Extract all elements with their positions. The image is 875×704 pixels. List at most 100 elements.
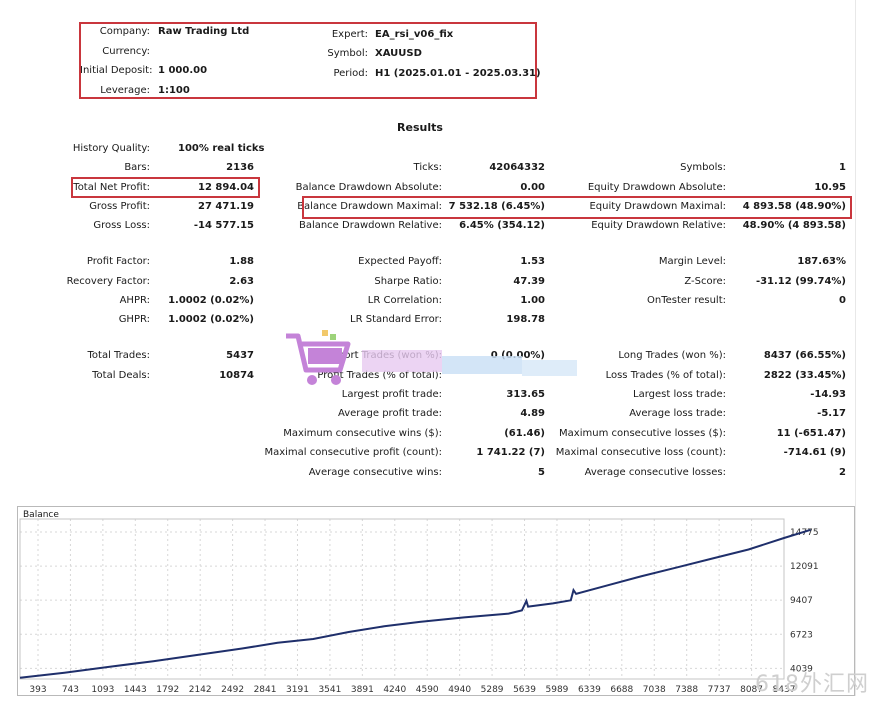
header-label: Company: <box>99 26 150 37</box>
metric-value: 2.63 <box>229 276 254 287</box>
header-value: 1 000.00 <box>158 65 208 76</box>
metric-label: Maximum consecutive wins ($): <box>283 428 442 439</box>
metric-value: 48.90% (4 893.58) <box>742 220 846 231</box>
metric-label: Profit Trades (% of total): <box>317 370 442 381</box>
x-tick-label: 3891 <box>351 685 374 695</box>
metric-value: 313.65 <box>506 389 545 400</box>
metric-value: 0.00 <box>520 182 545 193</box>
metric-value: 4.89 <box>520 408 545 419</box>
metric-value: 27 471.19 <box>198 201 254 212</box>
header-label: Expert: <box>331 29 368 40</box>
metric-label: Ticks: <box>413 162 442 173</box>
metric-value: 0 (0.00%) <box>490 350 545 361</box>
header-value: 1:100 <box>158 85 190 96</box>
metric-label: Average consecutive wins: <box>308 467 442 478</box>
header-label: Initial Deposit: <box>80 65 153 76</box>
x-tick-label: 4940 <box>448 685 471 695</box>
header-label: Period: <box>333 68 368 79</box>
metric-label: Balance Drawdown Absolute: <box>295 182 442 193</box>
metric-value: 2136 <box>226 162 254 173</box>
metric-value: -31.12 (99.74%) <box>755 276 846 287</box>
x-tick-label: 2841 <box>254 685 277 695</box>
header-label: Currency: <box>102 46 150 57</box>
metric-value: 1.0002 (0.02%) <box>168 314 254 325</box>
metric-label: Average profit trade: <box>337 408 442 419</box>
metric-value: 1.88 <box>229 256 254 267</box>
metric-label: Margin Level: <box>658 256 726 267</box>
metric-label: LR Correlation: <box>367 295 442 306</box>
x-tick-label: 8437 <box>773 685 796 695</box>
balance-chart-svg: 393 743 1093 1443 1792 2142 2492 2841 3191 3541 38… <box>19 518 819 695</box>
metric-value: 11 (-651.47) <box>776 428 846 439</box>
x-tick-label: 5289 <box>481 685 504 695</box>
x-tick-label: 7737 <box>708 685 731 695</box>
metric-label: Bars: <box>124 162 150 173</box>
metric-label: Z-Score: <box>684 276 726 287</box>
metric-value: 7 532.18 (6.45%) <box>448 201 545 212</box>
site-watermark: 618外汇网 <box>755 672 869 697</box>
x-tick-label: 2492 <box>221 685 244 695</box>
metric-value: 12 894.04 <box>198 182 254 193</box>
metric-label: Gross Loss: <box>93 220 150 231</box>
x-tick-label: 1792 <box>156 685 179 695</box>
metric-value: 1 741.22 (7) <box>476 447 545 458</box>
header-label: Symbol: <box>327 48 368 59</box>
metric-label: Maximal consecutive loss (count): <box>555 447 726 458</box>
metric-label: Equity Drawdown Absolute: <box>587 182 726 193</box>
x-tick-label: 743 <box>62 685 79 695</box>
metric-label: Balance Drawdown Relative: <box>298 220 442 231</box>
metric-value: 1.00 <box>520 295 545 306</box>
metric-value: 5437 <box>226 350 254 361</box>
metric-label: Balance Drawdown Maximal: <box>297 201 442 212</box>
metric-value: 5 <box>538 467 545 478</box>
x-tick-label: 3191 <box>286 685 309 695</box>
header-value: H1 (2025.01.01 - 2025.03.31) <box>375 68 541 79</box>
y-tick-label: 6723 <box>790 630 813 640</box>
metric-value: 0 <box>839 295 846 306</box>
metric-label: Total Trades: <box>87 350 151 361</box>
x-tick-label: 7038 <box>643 685 666 695</box>
metric-value: 10874 <box>219 370 254 381</box>
metric-label: Maximal consecutive profit (count): <box>264 447 442 458</box>
header-value: Raw Trading Ltd <box>158 26 250 37</box>
x-tick-label: 393 <box>29 685 46 695</box>
metric-label: Total Net Profit: <box>73 182 150 193</box>
x-tick-label: 5639 <box>513 685 536 695</box>
metric-label: OnTester result: <box>646 295 726 306</box>
metric-value: 1.53 <box>520 256 545 267</box>
metric-value: -14.93 <box>810 389 846 400</box>
metric-value: 47.39 <box>513 276 545 287</box>
plot-frame <box>19 518 785 680</box>
x-tick-label: 4590 <box>416 685 439 695</box>
x-tick-label: 1443 <box>124 685 147 695</box>
metric-value: 6.45% (354.12) <box>459 220 545 231</box>
metric-value: 8437 (66.55%) <box>763 350 846 361</box>
metric-value: 198.78 <box>506 314 545 325</box>
metric-label: Symbols: <box>680 162 726 173</box>
metric-label: Average loss trade: <box>629 408 726 419</box>
metric-label: Gross Profit: <box>89 201 150 212</box>
x-tick-label: 4240 <box>383 685 406 695</box>
metric-label: Sharpe Ratio: <box>374 276 442 287</box>
metric-value: (61.46) <box>504 428 545 439</box>
x-tick-label: 1093 <box>91 685 114 695</box>
x-tick-label: 6339 <box>578 685 601 695</box>
header-value: EA_rsi_v06_fix <box>375 29 454 40</box>
metric-label: Total Deals: <box>92 370 150 381</box>
header-value: XAUUSD <box>375 48 422 59</box>
x-tick-label: 8087 <box>740 685 763 695</box>
x-tick-label: 2142 <box>189 685 212 695</box>
cart-icon <box>286 330 351 385</box>
metric-label: Maximum consecutive losses ($): <box>559 428 726 439</box>
metric-value: 1.0002 (0.02%) <box>168 295 254 306</box>
y-tick-label: 12091 <box>790 562 819 572</box>
metric-value: 10.95 <box>814 182 846 193</box>
metric-value: -14 577.15 <box>193 220 254 231</box>
metric-label: Equity Drawdown Maximal: <box>589 201 726 212</box>
y-tick-label: 14775 <box>790 528 819 538</box>
metric-label: Largest loss trade: <box>633 389 726 400</box>
drawdown-maximal-highlight <box>302 196 852 219</box>
metric-value: 2 <box>839 467 846 478</box>
metric-label: Average consecutive losses: <box>584 467 726 478</box>
balance-series-line <box>19 528 811 679</box>
